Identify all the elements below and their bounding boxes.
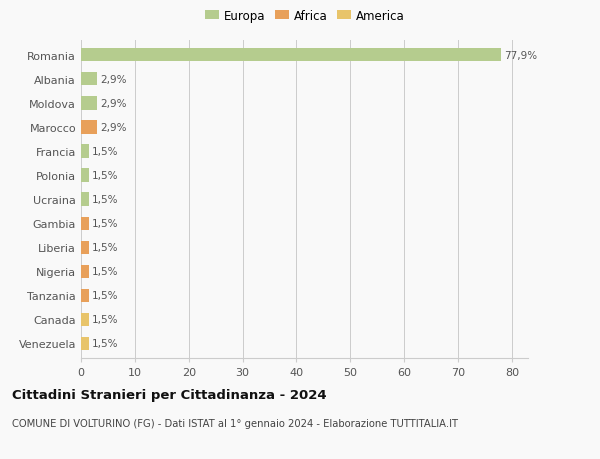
Text: 1,5%: 1,5% bbox=[92, 314, 119, 325]
Bar bbox=[81, 169, 89, 182]
Bar bbox=[81, 49, 500, 62]
Text: 1,5%: 1,5% bbox=[92, 291, 119, 301]
Text: 1,5%: 1,5% bbox=[92, 147, 119, 157]
Bar bbox=[81, 193, 89, 206]
Bar bbox=[81, 217, 89, 230]
Bar bbox=[81, 241, 89, 254]
Text: Cittadini Stranieri per Cittadinanza - 2024: Cittadini Stranieri per Cittadinanza - 2… bbox=[12, 388, 326, 401]
Bar bbox=[81, 337, 89, 350]
Text: 1,5%: 1,5% bbox=[92, 195, 119, 205]
Text: 1,5%: 1,5% bbox=[92, 171, 119, 181]
Bar bbox=[81, 145, 89, 158]
Text: 2,9%: 2,9% bbox=[100, 99, 127, 109]
Bar bbox=[81, 313, 89, 326]
Text: 1,5%: 1,5% bbox=[92, 218, 119, 229]
Bar bbox=[81, 121, 97, 134]
Bar bbox=[81, 265, 89, 278]
Text: 1,5%: 1,5% bbox=[92, 267, 119, 277]
Text: 1,5%: 1,5% bbox=[92, 339, 119, 349]
Legend: Europa, Africa, America: Europa, Africa, America bbox=[201, 6, 408, 26]
Text: 1,5%: 1,5% bbox=[92, 243, 119, 252]
Text: 77,9%: 77,9% bbox=[504, 50, 537, 61]
Bar bbox=[81, 97, 97, 110]
Text: 2,9%: 2,9% bbox=[100, 123, 127, 133]
Text: COMUNE DI VOLTURINO (FG) - Dati ISTAT al 1° gennaio 2024 - Elaborazione TUTTITAL: COMUNE DI VOLTURINO (FG) - Dati ISTAT al… bbox=[12, 418, 458, 428]
Text: 2,9%: 2,9% bbox=[100, 75, 127, 85]
Bar bbox=[81, 73, 97, 86]
Bar bbox=[81, 289, 89, 302]
